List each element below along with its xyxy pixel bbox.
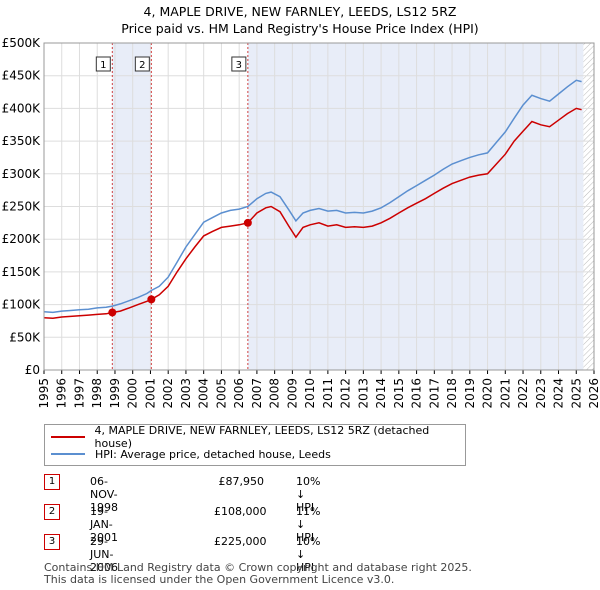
price-chart: £0 £50K £100K £150K £200K £250K £300K £350K £400… (2, 36, 600, 409)
x-tick-label: 2004 (197, 378, 211, 409)
sale-point (243, 218, 252, 227)
y-tick-label: £0 (25, 363, 40, 377)
sale-price: £87,950 (218, 475, 265, 488)
sale-number: 3 (44, 534, 60, 550)
y-tick-label: £400K (2, 101, 42, 115)
chart-title: 4, MAPLE DRIVE, NEW FARNLEY, LEEDS, LS12… (143, 4, 457, 19)
legend-item-hpi: HPI: Average price, detached house, Leed… (51, 447, 331, 461)
sale-label-box (134, 56, 150, 72)
sale-price: £225,000 (214, 535, 267, 548)
y-tick-label: £150K (2, 265, 42, 279)
footer-copyright: Contains HM Land Registry data © Crown c… (44, 561, 472, 574)
sale-label-box (231, 56, 247, 72)
x-tick-label: 2023 (534, 378, 548, 409)
y-tick-label: £50K (9, 330, 41, 344)
sale-hpi-diff: 10% ↓ HPI (296, 535, 321, 574)
x-tick-label: 2017 (427, 378, 441, 409)
x-tick-label: 2014 (374, 378, 388, 409)
sale-date: 29-JUN-2006 (90, 535, 118, 574)
y-tick-label: £100K (2, 298, 42, 312)
x-tick-label: 2025 (569, 378, 583, 409)
x-tick-label: 1999 (108, 378, 122, 409)
y-tick-label: £250K (2, 200, 42, 214)
y-tick-label: £500K (2, 36, 42, 50)
legend-swatch-property (51, 436, 85, 438)
y-tick-label: £300K (2, 167, 42, 181)
legend-label-hpi: HPI: Average price, detached house, Leed… (95, 447, 331, 461)
x-tick-label: 1998 (90, 378, 104, 409)
x-tick-label: 2005 (214, 378, 228, 409)
x-tick-label: 2026 (587, 378, 600, 409)
x-tick-label: 2000 (126, 378, 140, 409)
sale-date: 19-JAN-2001 (90, 505, 118, 544)
legend-swatch-hpi (51, 453, 85, 455)
y-tick-label: £200K (2, 232, 42, 246)
x-tick-label: 2019 (463, 378, 477, 409)
x-tick-label: 2016 (410, 378, 424, 409)
x-tick-label: 2002 (161, 378, 175, 409)
x-tick-label: 2010 (303, 378, 317, 409)
legend-label-property: 4, MAPLE DRIVE, NEW FARNLEY, LEEDS, LS12… (94, 424, 430, 450)
sale-number: 2 (44, 504, 60, 520)
x-tick-label: 2022 (516, 378, 530, 409)
sale-point (108, 308, 117, 317)
sale-label-number: 3 (236, 60, 242, 71)
sale-price: £108,000 (214, 505, 267, 518)
x-tick-label: 2020 (481, 378, 495, 409)
sale-hpi-diff: 10% ↓ HPI (296, 475, 321, 514)
sale-label-number: 2 (139, 60, 145, 71)
footer-licence: This data is licensed under the Open Gov… (44, 573, 395, 586)
legend-item-property: 4, MAPLE DRIVE, NEW FARNLEY, LEEDS, LS12… (51, 424, 465, 450)
x-tick-label: 2001 (143, 378, 157, 409)
x-tick-label: 2009 (285, 378, 299, 409)
x-tick-label: 2021 (498, 378, 512, 409)
x-tick-label: 2006 (232, 378, 246, 409)
sale-hpi-diff: 11% ↓ HPI (296, 505, 321, 544)
sale-label-box (95, 56, 111, 72)
x-tick-label: 1997 (72, 378, 86, 409)
footer: Contains HM Land Registry data © Crown c… (44, 562, 472, 586)
series-line (43, 79, 582, 314)
sale-date: 06-NOV-1998 (90, 475, 118, 514)
x-tick-label: 1996 (55, 378, 69, 409)
x-tick-label: 2024 (552, 378, 566, 409)
series-line (43, 107, 582, 320)
plot-border (43, 42, 595, 371)
chart-subtitle: Price paid vs. HM Land Registry's House … (121, 21, 479, 36)
x-tick-label: 2011 (321, 378, 335, 409)
x-tick-label: 2018 (445, 378, 459, 409)
x-tick-label: 2013 (356, 378, 370, 409)
x-tick-label: 2012 (339, 378, 353, 409)
sale-label-number: 1 (100, 60, 106, 71)
x-tick-label: 2007 (250, 378, 264, 409)
y-tick-label: £450K (2, 69, 42, 83)
x-tick-label: 2003 (179, 378, 193, 409)
sale-point (147, 295, 156, 304)
x-tick-label: 2008 (268, 378, 282, 409)
x-tick-label: 1995 (37, 378, 51, 409)
legend: 4, MAPLE DRIVE, NEW FARNLEY, LEEDS, LS12… (44, 424, 466, 466)
x-tick-label: 2015 (392, 378, 406, 409)
sale-number: 1 (44, 474, 60, 490)
y-tick-label: £350K (2, 134, 42, 148)
